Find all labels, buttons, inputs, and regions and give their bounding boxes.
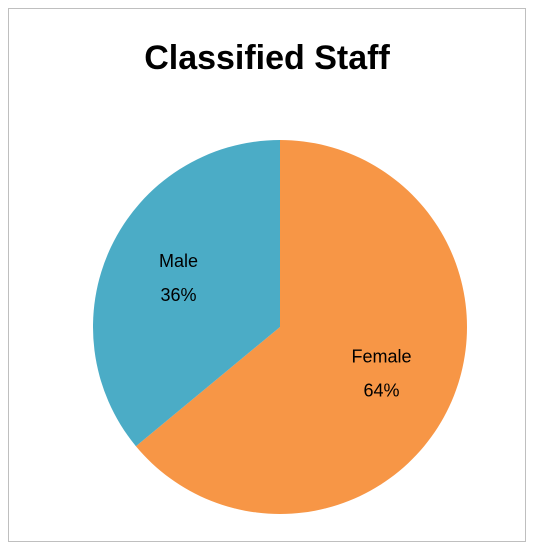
slice-category-label: Male xyxy=(159,251,198,271)
slice-category-label: Female xyxy=(352,347,412,367)
pie-slice xyxy=(93,140,281,447)
slice-value-label: 36% xyxy=(160,285,196,305)
pie-slice xyxy=(135,140,468,515)
slice-value-label: 64% xyxy=(364,381,400,401)
chart-title: Classified Staff xyxy=(144,39,390,77)
